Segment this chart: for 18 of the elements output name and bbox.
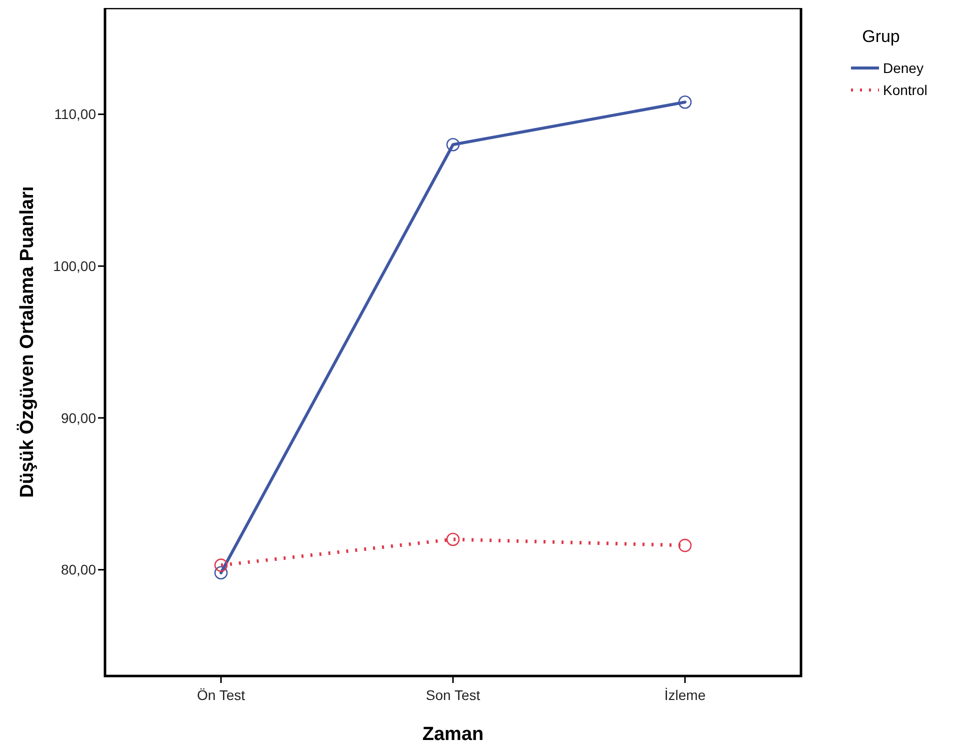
y-tick-label: 90,00: [60, 410, 96, 426]
x-axis-title: Zaman: [422, 724, 484, 745]
point: [678, 95, 692, 109]
y-axis-title: Düşük Özgüven Ortalama Puanları: [16, 186, 38, 498]
point: [446, 138, 460, 152]
legend-label: Deney: [883, 60, 924, 76]
x-tick-label: Ön Test: [197, 687, 246, 703]
point: [214, 558, 228, 572]
point: [678, 538, 692, 552]
y-tick-label: 100,00: [53, 258, 96, 274]
x-tick-label: Son Test: [426, 687, 480, 703]
point: [214, 566, 228, 580]
legend-title: Grup: [862, 27, 900, 46]
point: [446, 532, 460, 546]
y-tick-label: 110,00: [54, 106, 96, 122]
y-tick-label: 80,00: [60, 562, 96, 578]
legend-label: Kontrol: [883, 82, 928, 98]
x-tick-label: İzleme: [664, 687, 706, 703]
